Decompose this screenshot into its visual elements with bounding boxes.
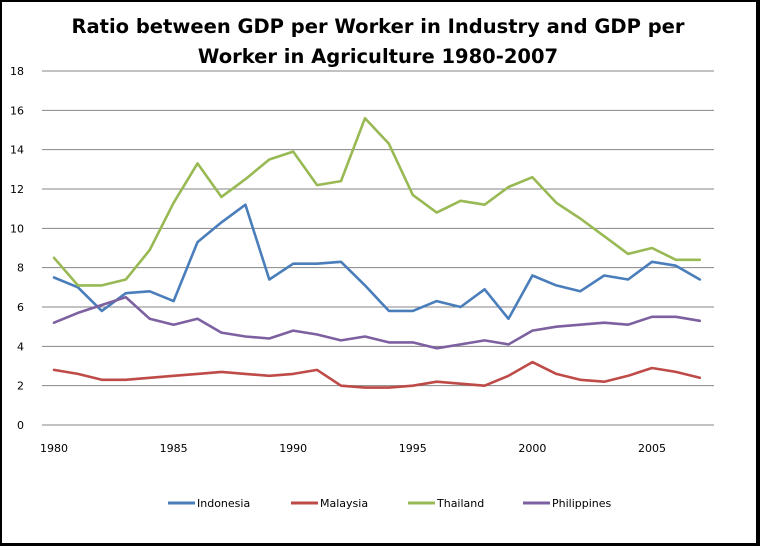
legend-item-philippines: Philippines: [523, 497, 612, 510]
y-tick-label: 4: [17, 340, 24, 353]
y-axis-ticks: 0 2 4 6 8 10 12 14 16 18: [10, 65, 24, 432]
chart-title-line-2: Worker in Agriculture 1980-2007: [198, 45, 558, 68]
legend-item-indonesia: Indonesia: [168, 497, 250, 510]
y-tick-label: 14: [10, 144, 24, 157]
y-tick-label: 6: [17, 301, 24, 314]
y-tick-label: 16: [10, 104, 24, 117]
series-line-malaysia: [52, 360, 702, 389]
legend-label: Philippines: [552, 497, 612, 510]
series-philippines: [52, 295, 702, 350]
y-tick-label: 2: [17, 380, 24, 393]
y-tick-label: 12: [10, 183, 24, 196]
chart-title: Ratio between GDP per Worker in Industry…: [71, 15, 684, 68]
legend-item-thailand: Thailand: [408, 497, 484, 510]
series-indonesia: [52, 203, 702, 321]
gridlines: [42, 70, 714, 426]
chart-title-line-1: Ratio between GDP per Worker in Industry…: [71, 15, 684, 38]
legend-label: Thailand: [436, 497, 484, 510]
x-tick-label: 1995: [399, 442, 427, 455]
y-tick-label: 8: [17, 262, 24, 275]
series-malaysia: [52, 360, 702, 389]
series-line-philippines: [52, 295, 702, 350]
legend: Indonesia Malaysia Thailand Philippines: [168, 497, 612, 510]
legend-label: Indonesia: [197, 497, 250, 510]
legend-label: Malaysia: [320, 497, 368, 510]
series-line-thailand: [52, 116, 702, 287]
series-thailand: [52, 116, 702, 287]
y-tick-label: 10: [10, 222, 24, 235]
x-tick-label: 1985: [160, 442, 188, 455]
x-axis-ticks: 1980 1985 1990 1995 2000 2005: [40, 442, 666, 455]
x-tick-label: 2000: [518, 442, 546, 455]
y-tick-label: 18: [10, 65, 24, 78]
y-tick-label: 0: [17, 419, 24, 432]
legend-item-malaysia: Malaysia: [291, 497, 368, 510]
series-line-indonesia: [52, 203, 702, 321]
x-tick-label: 1980: [40, 442, 68, 455]
x-tick-label: 1990: [279, 442, 307, 455]
series-lines: [52, 116, 702, 389]
x-tick-label: 2005: [638, 442, 666, 455]
